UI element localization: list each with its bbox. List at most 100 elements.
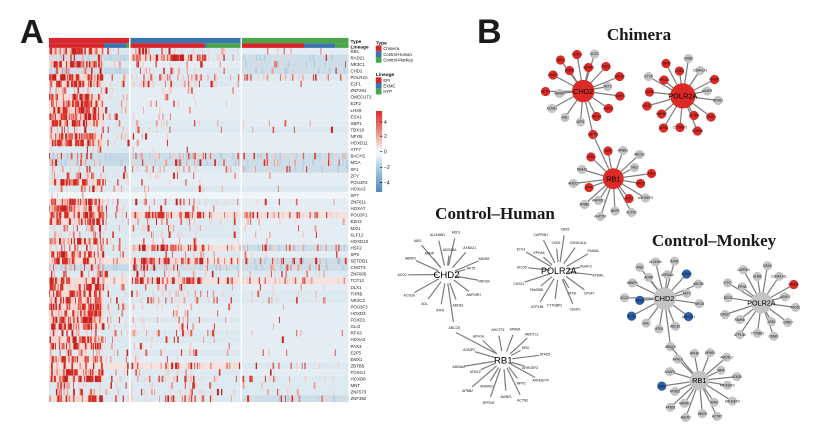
svg-text:GRB2: GRB2: [684, 57, 693, 61]
svg-text:KLF12: KLF12: [351, 232, 364, 237]
svg-text:ADD1: ADD1: [452, 231, 461, 235]
svg-text:ZNF573: ZNF573: [351, 390, 367, 395]
svg-text:AXN1: AXN1: [670, 259, 679, 263]
svg-text:CHD1: CHD1: [552, 241, 561, 245]
svg-text:Control-Monkey: Control-Monkey: [383, 58, 413, 63]
svg-text:ATF2: ATF2: [625, 197, 633, 201]
svg-text:ADNP: ADNP: [644, 276, 653, 280]
svg-text:ACSU6: ACSU6: [404, 294, 415, 298]
svg-text:HOXD3: HOXD3: [351, 311, 367, 316]
svg-text:MPP2: MPP2: [517, 382, 526, 386]
svg-text:RB1: RB1: [351, 49, 360, 54]
svg-text:NFYB: NFYB: [351, 134, 363, 139]
svg-text:Chimera: Chimera: [383, 46, 399, 51]
svg-text:CHD2: CHD2: [351, 68, 364, 73]
svg-text:FAM98B: FAM98B: [530, 288, 544, 292]
svg-text:POU3F2: POU3F2: [351, 180, 369, 185]
svg-text:HOXD10: HOXD10: [351, 239, 369, 244]
svg-text:CPBF7: CPBF7: [783, 321, 794, 325]
svg-text:NFKB1: NFKB1: [713, 99, 724, 103]
svg-text:CAPR1H: CAPR1H: [737, 268, 751, 272]
svg-text:MNT5: MNT5: [611, 209, 620, 213]
svg-text:ABCB6: ABCB6: [614, 75, 625, 79]
svg-text:E2F2: E2F2: [351, 101, 362, 106]
svg-text:AT66: AT66: [768, 320, 776, 324]
svg-text:FOXD1: FOXD1: [351, 318, 366, 323]
svg-text:B: B: [477, 13, 502, 51]
svg-text:AWNFL: AWNFL: [500, 395, 512, 399]
svg-text:CENPL: CENPL: [569, 308, 580, 312]
svg-text:ADNP: ADNP: [425, 252, 435, 256]
svg-text:POLR2A: POLR2A: [351, 75, 368, 80]
svg-text:LHX9: LHX9: [351, 108, 363, 113]
svg-text:ACTN2: ACTN2: [626, 211, 637, 215]
svg-text:ANE: ANE: [637, 266, 644, 270]
svg-text:FAM5A: FAM5A: [588, 249, 600, 253]
svg-text:Lineage: Lineage: [376, 72, 395, 78]
svg-text:ARHGEF9: ARHGEF9: [638, 196, 653, 200]
svg-text:−4: −4: [384, 180, 390, 186]
svg-text:ATAD5: ATAD5: [540, 353, 551, 357]
svg-text:ZBTB5: ZBTB5: [351, 363, 365, 368]
svg-text:HOXD8: HOXD8: [351, 377, 367, 382]
svg-text:CPSF1: CPSF1: [706, 115, 717, 119]
svg-text:ETV3: ETV3: [517, 247, 526, 251]
svg-text:ABNP2: ABNP2: [405, 256, 416, 260]
svg-text:SF1: SF1: [351, 167, 360, 172]
svg-text:SETDB1: SETDB1: [351, 259, 369, 264]
svg-text:Type: Type: [351, 39, 362, 45]
svg-text:EMX1: EMX1: [351, 357, 364, 362]
svg-text:AMD: AMD: [658, 384, 666, 388]
svg-text:ZNF600: ZNF600: [351, 272, 367, 277]
svg-text:EPI: EPI: [383, 78, 390, 83]
svg-text:ATW52: ATW52: [670, 390, 681, 394]
svg-text:PAX3: PAX3: [351, 344, 362, 349]
svg-text:AGL: AGL: [643, 321, 650, 325]
svg-text:NR2C2: NR2C2: [351, 298, 366, 303]
svg-text:ATP13B: ATP13B: [531, 305, 544, 309]
svg-text:RFFIN2: RFFIN2: [483, 401, 495, 405]
svg-text:A: A: [20, 13, 44, 50]
svg-text:NR3C1: NR3C1: [351, 62, 366, 67]
svg-text:AIW2: AIW2: [710, 401, 718, 405]
svg-text:THRB: THRB: [351, 291, 363, 296]
svg-text:AHCTF1: AHCTF1: [491, 328, 504, 332]
svg-text:ACO2: ACO2: [620, 296, 629, 300]
svg-text:ANKA2: ANKA2: [681, 272, 692, 276]
svg-text:AHEC: AHEC: [587, 155, 597, 159]
svg-text:XBP1: XBP1: [351, 121, 363, 126]
svg-text:ADRA6A: ADRA6A: [661, 273, 675, 277]
svg-text:ABOE1: ABOE1: [452, 303, 463, 307]
svg-text:MNT: MNT: [351, 383, 361, 388]
svg-text:ABQB: ABQB: [635, 299, 644, 303]
svg-text:HERC1: HERC1: [572, 53, 583, 57]
svg-text:CHD2: CHD2: [573, 87, 593, 96]
svg-text:HPHB: HPHB: [690, 352, 699, 356]
svg-text:ZFY: ZFY: [351, 173, 359, 178]
svg-text:SP9: SP9: [351, 252, 360, 257]
svg-text:MS4A2: MS4A2: [577, 168, 588, 172]
svg-text:AHR: AHR: [605, 149, 612, 153]
svg-text:AMOTL2: AMOTL2: [525, 332, 539, 336]
svg-text:ATAD5: ATAD5: [732, 375, 742, 379]
svg-text:ABCE1: ABCE1: [670, 324, 681, 328]
svg-text:ABPGR1: ABPGR1: [682, 315, 695, 319]
svg-text:TCF12: TCF12: [351, 278, 365, 283]
svg-text:POLR2A: POLR2A: [747, 298, 776, 307]
svg-text:ABI2: ABI2: [414, 239, 421, 243]
svg-text:ATF6: ATF6: [577, 120, 585, 124]
svg-text:DLX1: DLX1: [351, 285, 363, 290]
svg-text:AKT5: AKT5: [467, 266, 476, 270]
svg-text:CHD2: CHD2: [654, 294, 674, 303]
svg-text:AT5M/L: AT5M/L: [592, 274, 604, 278]
svg-text:E2F1: E2F1: [351, 82, 362, 87]
svg-text:RB1: RB1: [606, 174, 620, 183]
svg-text:ATPH: ATPH: [568, 291, 577, 295]
svg-text:ATD5L: ATD5L: [791, 306, 801, 310]
svg-text:APBB2: APBB2: [462, 389, 473, 393]
svg-text:MXI1: MXI1: [351, 226, 362, 231]
svg-text:Type: Type: [376, 40, 387, 46]
svg-text:CSNK1A1: CSNK1A1: [693, 69, 708, 73]
svg-text:CENPL: CENPL: [768, 334, 779, 338]
svg-text:ATP13B: ATP13B: [734, 333, 746, 337]
